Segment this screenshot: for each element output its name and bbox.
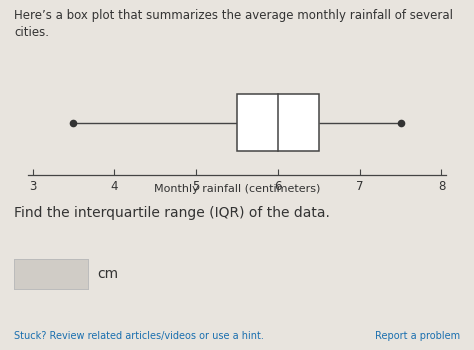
Text: cm: cm [97, 267, 118, 281]
Text: Stuck? Review related articles/videos or use a hint.: Stuck? Review related articles/videos or… [14, 331, 264, 341]
Text: Monthly rainfall (centimeters): Monthly rainfall (centimeters) [154, 184, 320, 194]
Text: Here’s a box plot that summarizes the average monthly rainfall of several: Here’s a box plot that summarizes the av… [14, 9, 453, 22]
Text: Find the interquartile range (IQR) of the data.: Find the interquartile range (IQR) of th… [14, 206, 330, 220]
Bar [237, 93, 319, 151]
Text: Report a problem: Report a problem [374, 331, 460, 341]
Text: cities.: cities. [14, 26, 49, 39]
